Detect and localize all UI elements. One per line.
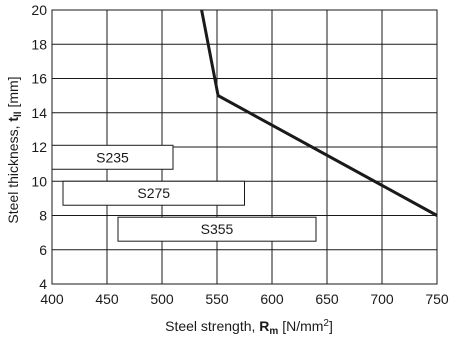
y-tick-label: 6 [39, 242, 47, 258]
y-tick-label: 14 [31, 105, 47, 121]
data-series [200, 9, 438, 217]
x-axis-label-unit-close: ] [329, 318, 333, 334]
y-tick-label: 18 [31, 36, 47, 52]
y-axis-label-subscript: ll [13, 111, 24, 117]
plot-frame [51, 9, 438, 285]
x-tick-label: 500 [150, 291, 174, 307]
y-tick-label: 12 [31, 139, 47, 155]
x-axis-label-symbol: R [259, 318, 269, 334]
x-tick-label: 650 [315, 291, 339, 307]
y-tick-label: 4 [39, 276, 47, 292]
y-axis-label-symbol: t [5, 117, 21, 122]
x-tick-label: 600 [260, 291, 284, 307]
steel-grade-bands: S235 S275 S355 [51, 144, 317, 242]
y-tick-label: 10 [31, 173, 47, 189]
x-tick-label: 550 [205, 291, 229, 307]
x-tick-label: 450 [95, 291, 119, 307]
y-axis-label: Steel thickness, tll [mm] [5, 76, 24, 223]
x-tick-label: 400 [40, 291, 64, 307]
grade-band-label: S355 [201, 221, 234, 237]
x-tick-label: 700 [370, 291, 394, 307]
y-axis-label-unit: [mm] [5, 76, 21, 111]
y-tick-label: 16 [31, 71, 47, 87]
limit-curve-line [200, 9, 438, 217]
y-tick-label: 20 [31, 2, 47, 18]
x-axis-label: Steel strength, Rm [N/mm2] [165, 318, 333, 337]
x-axis-label-unit: [N/mm [278, 318, 323, 334]
x-tick-labels: 400 450 500 550 600 650 700 750 [40, 291, 449, 307]
y-axis-label-prefix: Steel thickness, [5, 122, 21, 224]
x-axis-label-unit-sup: 2 [323, 318, 329, 329]
y-tick-labels: 4 6 8 10 12 14 16 18 20 [31, 2, 47, 292]
grade-band-label: S235 [96, 149, 129, 165]
grade-band-s355 [117, 216, 317, 242]
y-tick-label: 8 [39, 208, 47, 224]
x-tick-label: 750 [425, 291, 449, 307]
grade-band-s275 [62, 180, 245, 206]
x-axis-label-prefix: Steel strength, [165, 318, 259, 334]
grade-band-label: S275 [137, 185, 170, 201]
x-axis-label-subscript: m [269, 326, 278, 337]
